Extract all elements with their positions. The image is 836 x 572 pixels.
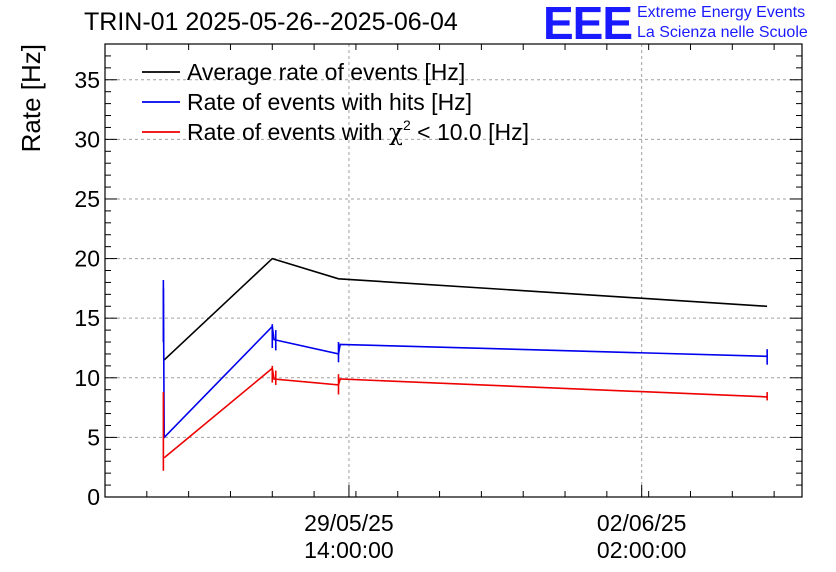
series-average xyxy=(163,257,768,361)
y-tick-label: 15 xyxy=(74,305,100,331)
legend-label-average: Average rate of events [Hz] xyxy=(187,59,465,85)
x-tick-label-date: 29/05/25 xyxy=(304,510,394,536)
y-tick-label: 0 xyxy=(87,484,100,510)
y-tick-label: 25 xyxy=(74,186,100,212)
logo-subtitle-2: La Scienza nelle Scuole xyxy=(637,24,808,41)
series-chi2 xyxy=(162,365,768,471)
series-line-average xyxy=(163,257,768,361)
series-hits xyxy=(162,280,768,440)
y-tick-label: 10 xyxy=(74,365,100,391)
series-line-hits xyxy=(162,288,768,440)
x-tick-label-date: 02/06/25 xyxy=(597,510,687,536)
legend-label-hits: Rate of events with hits [Hz] xyxy=(187,89,472,115)
y-tick-label: 5 xyxy=(87,424,100,450)
logo-subtitle-1: Extreme Energy Events xyxy=(637,4,806,21)
y-tick-label: 30 xyxy=(74,126,100,152)
x-tick-label-time: 14:00:00 xyxy=(304,537,394,563)
y-tick-label: 20 xyxy=(74,246,100,272)
y-tick-label: 35 xyxy=(74,67,100,93)
y-axis-label: Rate [Hz] xyxy=(16,44,46,152)
chart-title: TRIN-01 2025-05-26--2025-06-04 xyxy=(84,8,458,36)
legend-label-chi2: Rate of events with χ2 < 10.0 [Hz] xyxy=(187,117,529,146)
series-line-chi2 xyxy=(163,366,768,459)
legend: Average rate of events [Hz] Rate of event… xyxy=(142,59,529,146)
x-tick-label-time: 02:00:00 xyxy=(597,537,687,563)
y-axis: 0 5 10 15 20 25 30 35 xyxy=(74,43,802,510)
eee-logo: EEE xyxy=(543,0,633,49)
